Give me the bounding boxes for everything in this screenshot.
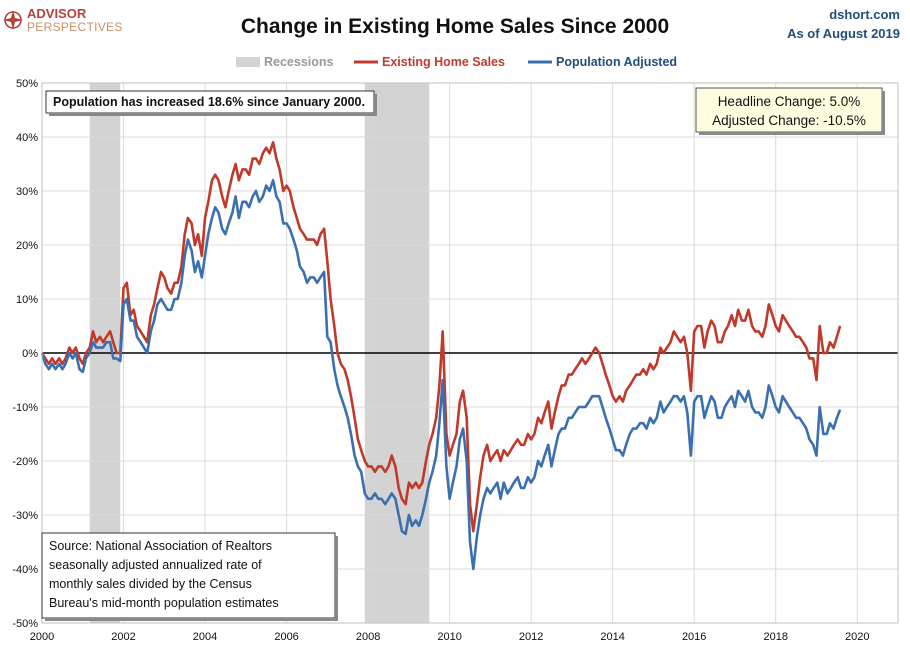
x-tick-label: 2012 [519, 631, 543, 643]
legend-existing-label: Existing Home Sales [382, 55, 505, 69]
y-tick-label: -10% [12, 402, 38, 414]
y-tick-label: 10% [16, 294, 38, 306]
change-box: Headline Change: 5.0% Adjusted Change: -… [695, 87, 885, 135]
source-line-1: Source: National Association of Realtors [49, 539, 272, 553]
source-box: Source: National Association of Realtors… [41, 532, 338, 621]
x-tick-label: 2002 [111, 631, 135, 643]
x-tick-label: 2020 [845, 631, 869, 643]
y-tick-label: 20% [16, 240, 38, 252]
as-of-label: As of August 2019 [787, 26, 900, 41]
y-tick-label: -30% [12, 510, 38, 522]
y-tick-label: -40% [12, 564, 38, 576]
x-tick-label: 2008 [356, 631, 380, 643]
legend-adjusted-label: Population Adjusted [556, 55, 677, 69]
y-tick-label: 0% [22, 348, 38, 360]
chart-title: Change in Existing Home Sales Since 2000 [241, 15, 669, 38]
y-tick-label: -50% [12, 618, 38, 630]
brand-line2: PERSPECTIVES [27, 20, 123, 34]
brand-line1: ADVISOR [27, 6, 87, 21]
plot-frame [41, 82, 899, 624]
headline-change-text: Headline Change: 5.0% [718, 94, 861, 109]
compass-icon [3, 10, 23, 30]
x-tick-label: 2018 [763, 631, 787, 643]
x-tick-label: 2016 [682, 631, 706, 643]
legend-recessions-swatch [236, 57, 260, 67]
y-tick-label: 50% [16, 78, 38, 90]
series-existing-home-sales [40, 141, 842, 533]
x-tick-label: 2010 [437, 631, 461, 643]
legend: Recessions Existing Home Sales Populatio… [236, 55, 677, 69]
site-label: dshort.com [829, 7, 900, 22]
population-note-text: Population has increased 18.6% since Jan… [53, 95, 365, 109]
x-tick-label: 2004 [193, 631, 217, 643]
legend-recessions-label: Recessions [264, 55, 334, 69]
adjusted-change-text: Adjusted Change: -10.5% [712, 113, 866, 128]
x-tick-label: 2006 [274, 631, 298, 643]
x-tick-label: 2014 [600, 631, 624, 643]
y-tick-label: -20% [12, 456, 38, 468]
source-line-3: monthly sales divided by the Census [49, 577, 252, 591]
x-tick-label: 2000 [30, 631, 54, 643]
population-note: Population has increased 18.6% since Jan… [45, 90, 377, 116]
y-tick-label: 40% [16, 132, 38, 144]
brand-logo: ADVISOR PERSPECTIVES [3, 6, 123, 34]
source-line-4: Bureau's mid-month population estimates [49, 596, 279, 610]
y-tick-label: 30% [16, 186, 38, 198]
series-population-adjusted [40, 178, 842, 571]
source-line-2: seasonally adjusted annualized rate of [49, 558, 262, 572]
